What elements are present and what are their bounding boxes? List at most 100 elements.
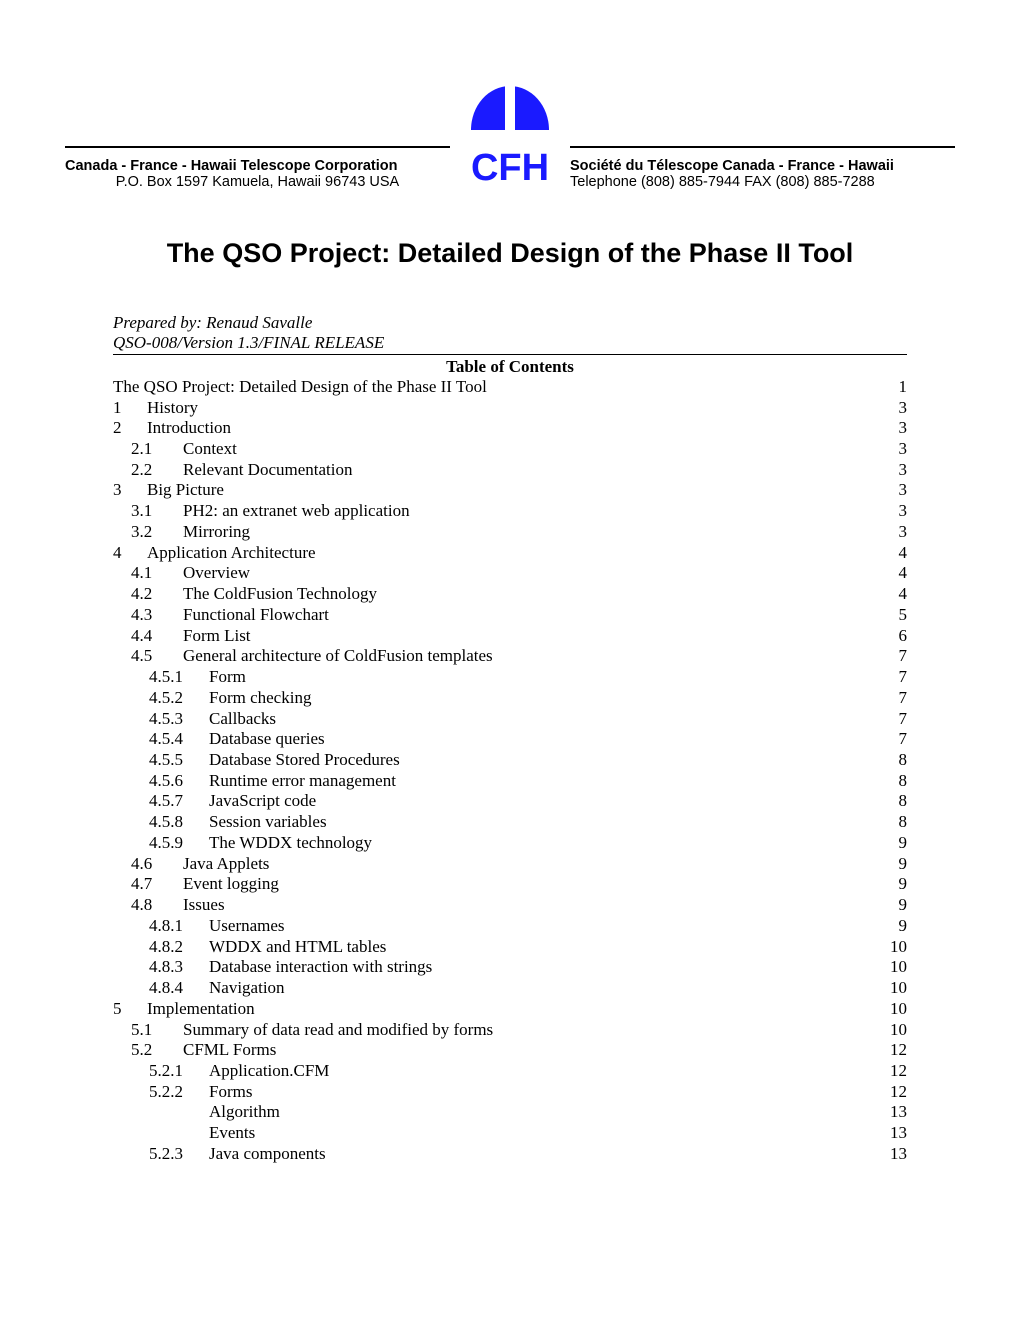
toc-entry-number: 3 <box>113 480 147 501</box>
toc-entry-number: 5.2 <box>131 1040 183 1061</box>
toc-entry: 2Introduction3 <box>113 418 907 439</box>
address-left: P.O. Box 1597 Kamuela, Hawaii 96743 USA <box>65 174 450 190</box>
toc-entry-page: 4 <box>877 584 907 605</box>
toc-entry-page: 3 <box>877 418 907 439</box>
toc-entry: 4.5.2Form checking 7 <box>113 688 907 709</box>
toc-entry-page: 3 <box>877 522 907 543</box>
toc-entry-label: The WDDX technology <box>209 833 372 854</box>
toc-entry: The QSO Project: Detailed Design of the … <box>113 377 907 398</box>
toc-entry-left: 4.8.3Database interaction with strings <box>149 957 432 978</box>
toc-entry-page: 9 <box>877 895 907 916</box>
toc-entry-page: 13 <box>877 1144 907 1165</box>
toc-entry-left: 4.8.1Usernames <box>149 916 285 937</box>
toc-entry-page: 7 <box>877 729 907 750</box>
toc-entry-left: 4.4Form List <box>131 626 251 647</box>
toc-entry-page: 4 <box>877 543 907 564</box>
logo: CFH <box>460 70 560 190</box>
toc-entry: 4.4Form List6 <box>113 626 907 647</box>
toc-entry-page: 12 <box>877 1082 907 1103</box>
toc-entry-page: 8 <box>877 791 907 812</box>
toc-entry-label: Big Picture <box>147 480 224 501</box>
toc-entry-label: Database interaction with strings <box>209 957 432 978</box>
toc-entry: 3Big Picture3 <box>113 480 907 501</box>
toc-entry-left: 1History <box>113 398 198 419</box>
toc-entry-label: Mirroring <box>183 522 250 543</box>
toc-entry-left: 4.1Overview <box>131 563 250 584</box>
toc-entry-left: 2.1Context <box>131 439 237 460</box>
toc-entry-page: 3 <box>877 501 907 522</box>
toc-entry-number: 3.2 <box>131 522 183 543</box>
toc-entry-page: 7 <box>877 709 907 730</box>
toc-entry-number: 5 <box>113 999 147 1020</box>
toc-entry-label: Application.CFM <box>209 1061 329 1082</box>
toc-entry: 4.5.1Form7 <box>113 667 907 688</box>
toc-entry-number: 4.5.9 <box>149 833 209 854</box>
toc-entry-left: 4.6Java Applets <box>131 854 269 875</box>
toc-entry: 4.8.4Navigation10 <box>113 978 907 999</box>
toc-entry-number: 4.5.5 <box>149 750 209 771</box>
toc-entry-label: WDDX and HTML tables <box>209 937 386 958</box>
toc-entry-number: 2.2 <box>131 460 183 481</box>
toc-entry: 4.8Issues9 <box>113 895 907 916</box>
toc-entry-left: The QSO Project: Detailed Design of the … <box>113 377 487 398</box>
toc-entry-left: 4.7Event logging <box>131 874 279 895</box>
toc-entry-number: 4.5.1 <box>149 667 209 688</box>
toc-entry: 4.6Java Applets 9 <box>113 854 907 875</box>
toc-entry: 4.2The ColdFusion Technology4 <box>113 584 907 605</box>
toc-entry-number: 5.2.3 <box>149 1144 209 1165</box>
toc-entry: 5.1Summary of data read and modified by … <box>113 1020 907 1041</box>
toc-entry-page: 9 <box>877 916 907 937</box>
toc-entry: 4.5.6Runtime error management8 <box>113 771 907 792</box>
toc-entry-left: 4.5.2Form checking <box>149 688 311 709</box>
toc-entry-label: History <box>147 398 198 419</box>
document-page: Canada - France - Hawaii Telescope Corpo… <box>0 0 1020 1320</box>
toc-entry-left: 4.8.2WDDX and HTML tables <box>149 937 386 958</box>
toc-entry-left: 3.2Mirroring <box>131 522 250 543</box>
toc-entry-number: 4.8 <box>131 895 183 916</box>
toc-entry-label: Relevant Documentation <box>183 460 352 481</box>
toc-entry-label: Event logging <box>183 874 279 895</box>
toc-entry: 4.8.3Database interaction with strings 10 <box>113 957 907 978</box>
toc-entry-left: 5.2CFML Forms <box>131 1040 276 1061</box>
toc-entry-number: 4.7 <box>131 874 183 895</box>
toc-entry-left: 4Application Architecture <box>113 543 316 564</box>
toc-entry-label: Database Stored Procedures <box>209 750 400 771</box>
toc-entry: 4.8.1Usernames 9 <box>113 916 907 937</box>
toc-entry-label: Functional Flowchart <box>183 605 329 626</box>
toc-entry-number: 4.6 <box>131 854 183 875</box>
toc-entry: 4.5.7JavaScript code8 <box>113 791 907 812</box>
document-meta: Prepared by: Renaud Savalle QSO-008/Vers… <box>113 313 955 354</box>
toc-entry-left: 5.1Summary of data read and modified by … <box>131 1020 493 1041</box>
toc-entry: 5.2CFML Forms12 <box>113 1040 907 1061</box>
corp-name-left: Canada - France - Hawaii Telescope Corpo… <box>65 158 450 174</box>
toc-entry-page: 10 <box>877 957 907 978</box>
toc-entry-label: CFML Forms <box>183 1040 276 1061</box>
toc-entry-number: 2 <box>113 418 147 439</box>
toc-entry-page: 7 <box>877 688 907 709</box>
toc-entry-number: 4.5.4 <box>149 729 209 750</box>
toc-entry-number: 4.5.2 <box>149 688 209 709</box>
toc-entry-number: 3.1 <box>131 501 183 522</box>
toc-entry-page: 10 <box>877 999 907 1020</box>
toc-entry-left: Events <box>209 1123 255 1144</box>
toc-entry-left: 4.8.4Navigation <box>149 978 285 999</box>
toc-entry-label: Implementation <box>147 999 255 1020</box>
document-title: The QSO Project: Detailed Design of the … <box>65 238 955 269</box>
toc-entry-left: 4.5.3Callbacks <box>149 709 276 730</box>
toc-entry-left: 5.2.1Application.CFM <box>149 1061 329 1082</box>
toc-entry-left: 5Implementation <box>113 999 255 1020</box>
prepared-by: Prepared by: Renaud Savalle <box>113 313 955 333</box>
toc-entry-label: PH2: an extranet web application <box>183 501 410 522</box>
toc-entry-label: Application Architecture <box>147 543 316 564</box>
toc-entry-label: Navigation <box>209 978 285 999</box>
toc-entry-page: 9 <box>877 854 907 875</box>
toc-entry-page: 12 <box>877 1061 907 1082</box>
toc-entry-number: 5.1 <box>131 1020 183 1041</box>
toc-entry-left: 4.5.9The WDDX technology <box>149 833 372 854</box>
toc-entry-label: Context <box>183 439 237 460</box>
toc-entry-left: 4.5General architecture of ColdFusion te… <box>131 646 493 667</box>
toc-entry-page: 13 <box>877 1123 907 1144</box>
toc-entry: 3.1PH2: an extranet web application 3 <box>113 501 907 522</box>
toc-entry: 3.2Mirroring 3 <box>113 522 907 543</box>
toc-entry-page: 5 <box>877 605 907 626</box>
